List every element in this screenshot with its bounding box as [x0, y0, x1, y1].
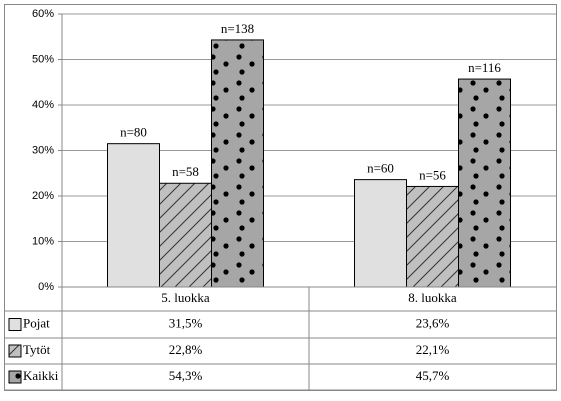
legend-label: Tytöt: [23, 342, 51, 357]
y-tick-label: 20%: [32, 190, 54, 202]
bar-annotation: n=56: [419, 167, 446, 182]
table-value: 54,3%: [169, 368, 203, 383]
bar-annotation: n=80: [120, 125, 147, 140]
bar: [211, 39, 264, 288]
table-value: 22,1%: [416, 342, 450, 357]
table-value: 23,6%: [416, 315, 450, 330]
y-tick-label: 0%: [38, 281, 54, 293]
legend-label: Kaikki: [23, 368, 59, 383]
bar-annotation: n=138: [221, 21, 254, 36]
bar: [107, 143, 160, 288]
legend-label: Pojat: [23, 315, 50, 330]
y-tick-label: 50%: [32, 53, 54, 65]
bar-annotation: n=58: [172, 164, 199, 179]
table-value: 22,8%: [169, 342, 203, 357]
y-tick-label: 30%: [32, 144, 54, 156]
bar: [406, 185, 459, 288]
bar-annotation: n=60: [367, 161, 394, 176]
bar-annotation: n=116: [468, 60, 501, 75]
category-label: 5. luokka: [161, 290, 210, 305]
bar: [159, 182, 212, 288]
legend-swatch: [8, 318, 22, 331]
y-tick-label: 60%: [32, 8, 54, 20]
table-value: 31,5%: [169, 315, 203, 330]
table-value: 45,7%: [416, 368, 450, 383]
legend-swatch: [8, 370, 22, 384]
legend-swatch: [8, 344, 22, 358]
bar: [354, 179, 407, 288]
category-label: 8. luokka: [408, 290, 457, 305]
y-tick-label: 40%: [32, 99, 54, 111]
bar: [458, 78, 511, 288]
y-tick-label: 10%: [32, 235, 54, 247]
